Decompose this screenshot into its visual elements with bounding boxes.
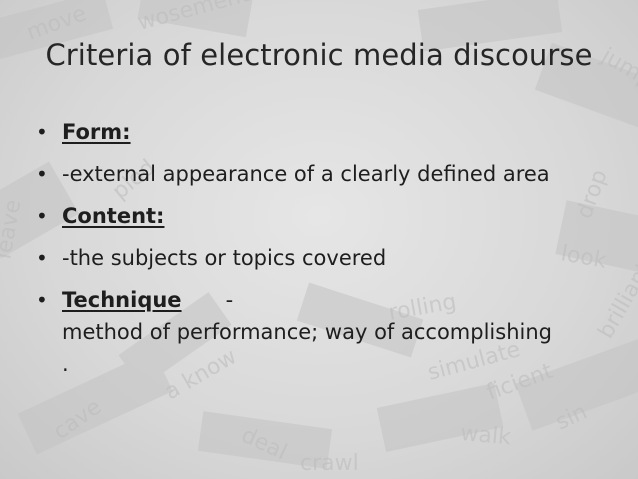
list-item: • Form: — [36, 116, 616, 148]
definition-technique: method of performance; way of accomplish… — [62, 320, 552, 344]
bg-word: crawl — [300, 451, 359, 476]
bullet-list: • Form: • -external appearance of a clea… — [36, 116, 616, 390]
list-item: • -the subjects or topics covered — [36, 242, 616, 274]
definition-content: -the subjects or topics covered — [62, 246, 387, 270]
term-technique: Technique — [62, 288, 182, 312]
bullet-dot: • — [36, 246, 48, 270]
slide-title: Criteria of electronic media discourse — [45, 38, 593, 72]
bullet-dot: • — [36, 204, 48, 228]
bullet-dot: • — [36, 288, 48, 312]
term-form: Form: — [62, 120, 131, 144]
term-content: Content: — [62, 204, 165, 228]
bg-word: walk — [459, 421, 512, 450]
bullet-dot: • — [36, 162, 48, 186]
list-item: • -external appearance of a clearly defi… — [36, 158, 616, 190]
technique-dash: - — [225, 288, 234, 312]
definition-technique-end: . — [62, 352, 69, 376]
list-item: • Content: — [36, 200, 616, 232]
list-item: • Technique - method of performance; way … — [36, 284, 616, 380]
definition-form: -external appearance of a clearly define… — [62, 162, 550, 186]
bullet-dot: • — [36, 120, 48, 144]
